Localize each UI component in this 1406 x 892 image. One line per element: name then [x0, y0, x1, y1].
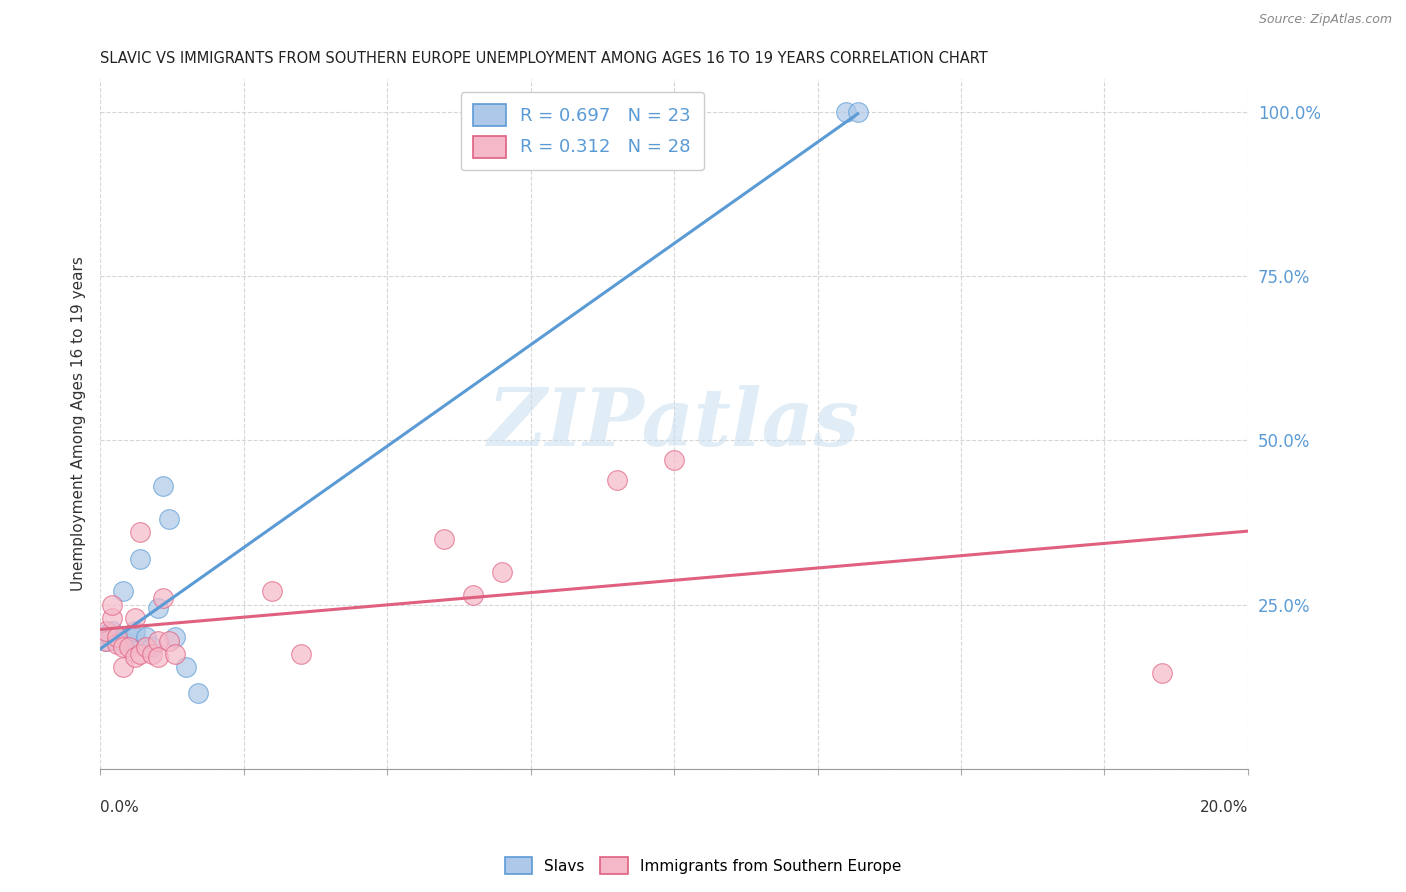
Point — [112, 640, 135, 655]
Legend: R = 0.697   N = 23, R = 0.312   N = 28: R = 0.697 N = 23, R = 0.312 N = 28 — [461, 92, 703, 170]
Point — [491, 565, 513, 579]
Point — [105, 637, 128, 651]
Point — [606, 473, 628, 487]
Point — [94, 624, 117, 638]
Point — [112, 660, 135, 674]
Text: Source: ZipAtlas.com: Source: ZipAtlas.com — [1258, 13, 1392, 27]
Point — [105, 633, 128, 648]
Point — [124, 650, 146, 665]
Point — [135, 640, 157, 655]
Point — [129, 525, 152, 540]
Point — [118, 640, 141, 655]
Point — [262, 584, 284, 599]
Text: 20.0%: 20.0% — [1199, 799, 1249, 814]
Point — [100, 624, 122, 638]
Point — [141, 640, 163, 655]
Point — [1150, 666, 1173, 681]
Point — [146, 650, 169, 665]
Point — [152, 591, 174, 605]
Point — [124, 624, 146, 638]
Point — [94, 633, 117, 648]
Point — [163, 631, 186, 645]
Point — [124, 631, 146, 645]
Point — [174, 660, 197, 674]
Text: SLAVIC VS IMMIGRANTS FROM SOUTHERN EUROPE UNEMPLOYMENT AMONG AGES 16 TO 19 YEARS: SLAVIC VS IMMIGRANTS FROM SOUTHERN EUROP… — [100, 51, 988, 66]
Point — [187, 686, 209, 700]
Legend: Slavs, Immigrants from Southern Europe: Slavs, Immigrants from Southern Europe — [499, 851, 907, 880]
Point — [100, 598, 122, 612]
Point — [835, 105, 858, 120]
Point — [433, 532, 456, 546]
Point — [290, 647, 312, 661]
Point — [163, 647, 186, 661]
Text: ZIPatlas: ZIPatlas — [488, 385, 860, 463]
Point — [118, 637, 141, 651]
Point — [846, 105, 869, 120]
Point — [94, 633, 117, 648]
Point — [146, 633, 169, 648]
Point — [129, 551, 152, 566]
Point — [152, 479, 174, 493]
Point — [129, 647, 152, 661]
Point — [124, 610, 146, 624]
Point — [100, 631, 122, 645]
Point — [112, 584, 135, 599]
Point — [157, 633, 180, 648]
Point — [105, 631, 128, 645]
Y-axis label: Unemployment Among Ages 16 to 19 years: Unemployment Among Ages 16 to 19 years — [72, 257, 86, 591]
Point — [118, 631, 141, 645]
Point — [463, 588, 485, 602]
Point — [157, 512, 180, 526]
Point — [662, 453, 685, 467]
Point — [135, 631, 157, 645]
Point — [94, 627, 117, 641]
Point — [105, 631, 128, 645]
Point — [146, 600, 169, 615]
Point — [112, 633, 135, 648]
Point — [100, 610, 122, 624]
Text: 0.0%: 0.0% — [100, 799, 139, 814]
Point — [141, 647, 163, 661]
